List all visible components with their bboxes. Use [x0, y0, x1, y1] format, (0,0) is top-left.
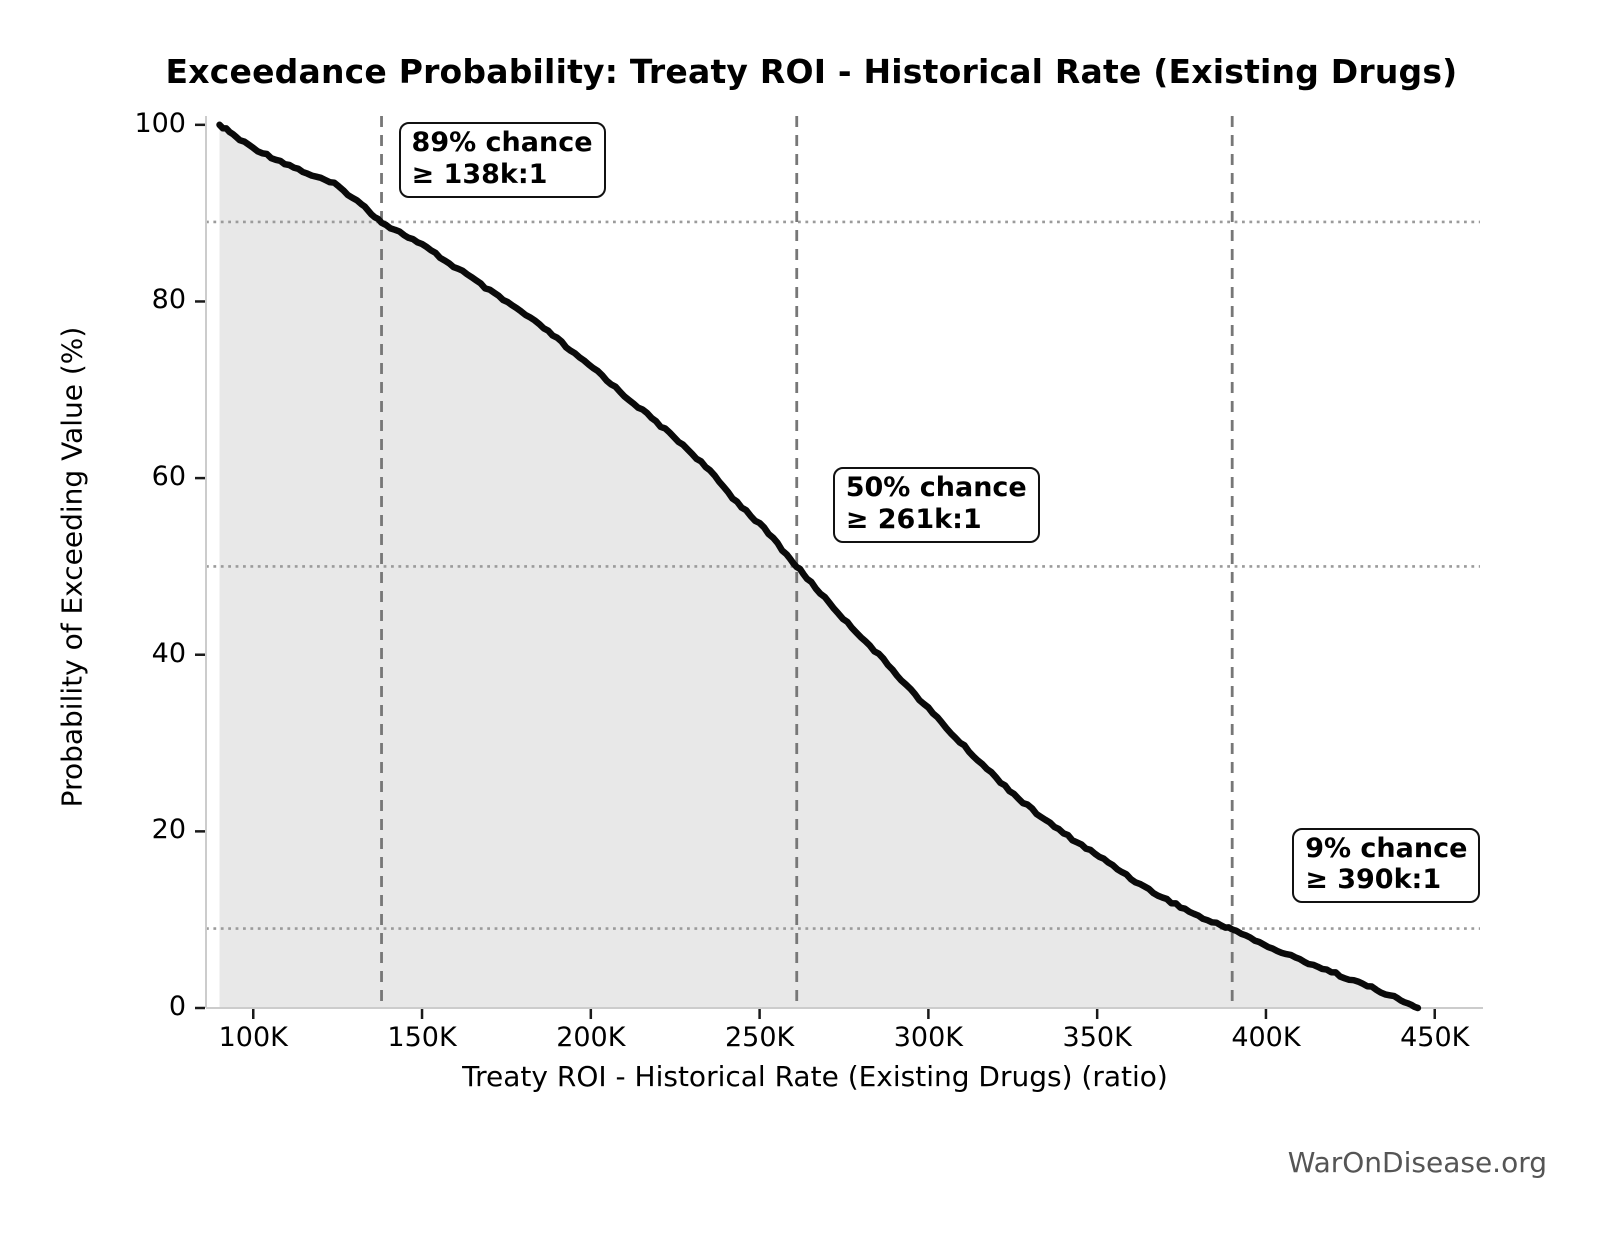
- annotation-89pct: 89% chance ≥ 138k:1: [398, 121, 606, 198]
- watermark: WarOnDisease.org: [1287, 1146, 1547, 1179]
- y-tick-label: 40: [151, 637, 186, 669]
- x-tick-label: 100K: [218, 1022, 288, 1053]
- annotation-9pct: 9% chance ≥ 390k:1: [1292, 827, 1481, 904]
- x-axis-title: Treaty ROI - Historical Rate (Existing D…: [462, 1060, 1168, 1093]
- exceedance-curve-line: [216, 121, 1422, 1012]
- y-tick-label: 20: [151, 814, 186, 846]
- chart-title: Exceedance Probability: Treaty ROI - His…: [165, 52, 1458, 91]
- x-tick-label: 250K: [724, 1022, 795, 1053]
- y-tick-label: 80: [151, 284, 186, 316]
- annotation-9pct-line2: ≥ 390k:1: [1305, 864, 1442, 896]
- x-tick-label: 400K: [1231, 1022, 1301, 1053]
- y-tick-label: 0: [168, 991, 186, 1022]
- dotted-guide-lines: [206, 220, 1480, 930]
- annotation-9pct-line1: 9% chance: [1305, 832, 1468, 864]
- y-tick-label: 100: [134, 107, 186, 139]
- axis-spines: [205, 116, 1483, 1009]
- curve-fill-area: [219, 124, 1418, 1009]
- annotation-89pct-line1: 89% chance: [411, 126, 593, 158]
- x-tick-label: 350K: [1062, 1022, 1132, 1053]
- x-tick-label: 450K: [1400, 1022, 1470, 1053]
- x-tick-label: 150K: [387, 1022, 457, 1053]
- annotation-50pct-line2: ≥ 261k:1: [845, 504, 982, 536]
- dashed-guide-lines: [380, 116, 1234, 1008]
- axis-tick-marks: [195, 123, 1436, 1019]
- annotation-50pct: 50% chance ≥ 261k:1: [832, 467, 1040, 544]
- y-tick-label: 60: [151, 461, 186, 493]
- annotation-50pct-line1: 50% chance: [845, 472, 1027, 504]
- x-tick-label: 200K: [556, 1022, 626, 1053]
- x-tick-label: 300K: [893, 1022, 963, 1053]
- annotation-89pct-line2: ≥ 138k:1: [411, 158, 548, 190]
